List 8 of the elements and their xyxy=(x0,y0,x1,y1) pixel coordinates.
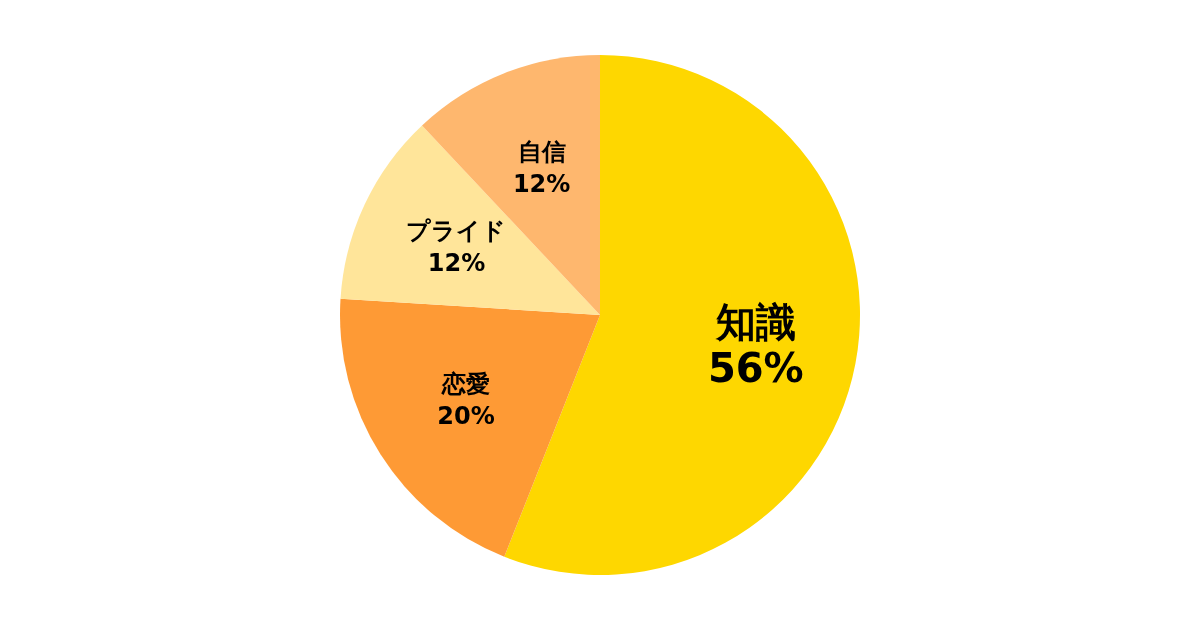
slice-label: 自信 xyxy=(517,137,566,166)
data-label: 20% xyxy=(437,401,495,430)
slice-label: 知識 xyxy=(714,298,796,345)
slice-label: 恋愛 xyxy=(441,369,491,398)
slice-label: プライド xyxy=(406,217,507,246)
data-label: 12% xyxy=(427,249,486,278)
data-label: 12% xyxy=(512,169,571,198)
data-label: 56% xyxy=(707,344,804,391)
